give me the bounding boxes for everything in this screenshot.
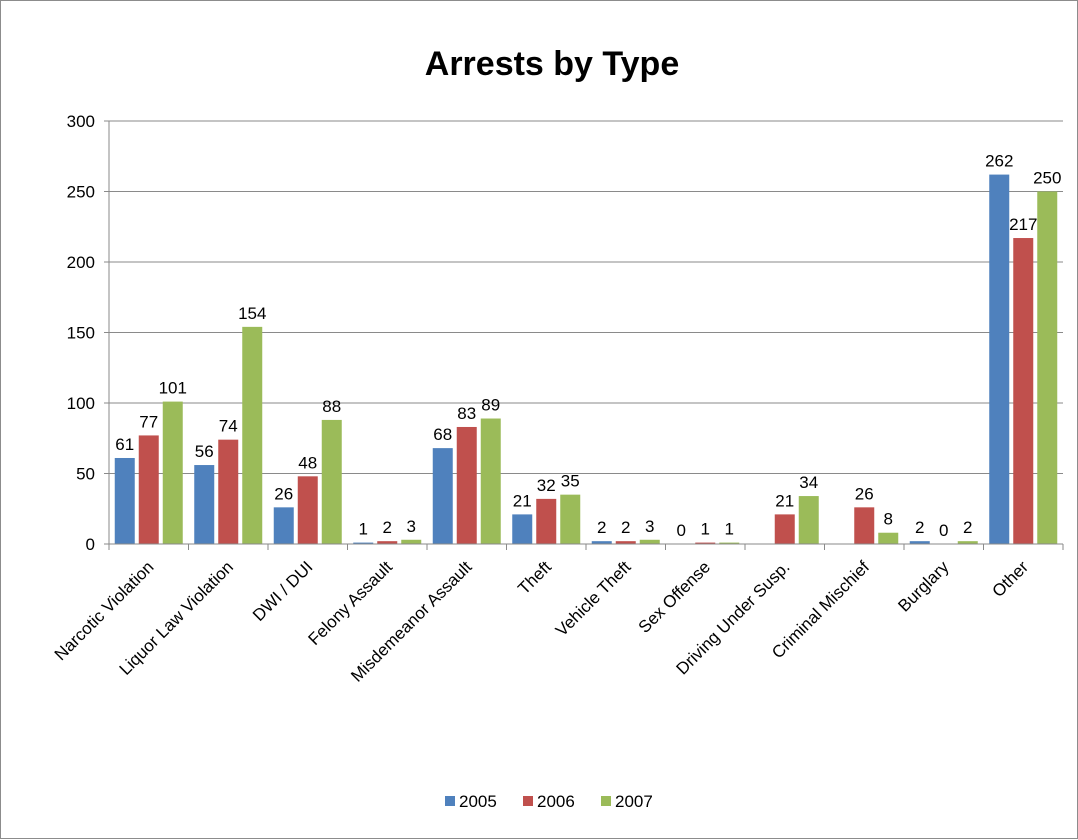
data-label: 0 [677, 521, 686, 540]
data-label: 154 [238, 304, 266, 323]
data-label: 2 [915, 518, 924, 537]
bar-2006 [377, 541, 398, 544]
data-label: 262 [985, 152, 1013, 171]
bar-2006 [1013, 238, 1034, 544]
bar-2005 [989, 174, 1010, 544]
x-tick-label: Burglary [894, 557, 953, 616]
y-tick-label: 200 [67, 253, 95, 272]
bar-2006 [536, 498, 557, 544]
data-label: 21 [513, 491, 532, 510]
x-tick-label: Theft [514, 557, 555, 598]
data-label: 8 [884, 510, 893, 529]
bar-2007 [957, 541, 978, 544]
data-label: 83 [457, 404, 476, 423]
bar-2007 [321, 419, 342, 544]
y-tick-label: 150 [67, 324, 95, 343]
bar-2006 [297, 476, 318, 544]
data-label: 56 [195, 442, 214, 461]
data-label: 21 [775, 491, 794, 510]
chart-title: Arrests by Type [425, 45, 679, 83]
bar-2005 [432, 448, 453, 544]
bar-2007 [560, 494, 581, 544]
data-label: 250 [1033, 169, 1061, 188]
legend: 2005 2006 2007 [445, 792, 653, 811]
bar-2006 [218, 439, 239, 544]
bar-2005 [194, 465, 215, 544]
bar-2006 [456, 426, 477, 544]
data-label: 2 [383, 518, 392, 537]
data-label: 35 [561, 472, 580, 491]
legend-swatch-2005 [445, 796, 455, 806]
bar-2005 [512, 514, 533, 544]
bar-2006 [138, 435, 159, 544]
bars [114, 174, 1058, 544]
data-label: 101 [159, 379, 187, 398]
bar-2005 [114, 457, 135, 544]
legend-swatch-2006 [523, 796, 533, 806]
bar-2006 [774, 514, 795, 544]
legend-label: 2005 [459, 792, 497, 811]
legend-label: 2007 [615, 792, 653, 811]
legend-label: 2006 [537, 792, 575, 811]
data-label: 48 [298, 453, 317, 472]
data-label: 3 [407, 517, 416, 536]
data-label: 88 [322, 397, 341, 416]
x-tick-label: Other [989, 557, 1033, 601]
gridlines [109, 120, 1063, 545]
data-label: 217 [1009, 215, 1037, 234]
bar-2007 [878, 532, 899, 544]
x-tick-label: Felony Assault [304, 557, 396, 649]
data-label: 2 [963, 518, 972, 537]
data-label: 2 [597, 518, 606, 537]
bar-2007 [242, 326, 263, 544]
bar-2005 [909, 541, 930, 544]
legend-swatch-2007 [601, 796, 611, 806]
data-label: 2 [621, 518, 630, 537]
data-label: 0 [939, 521, 948, 540]
bar-2007 [480, 418, 501, 544]
y-tick-label: 50 [76, 465, 95, 484]
data-label: 26 [274, 484, 293, 503]
y-tick-label: 300 [67, 112, 95, 131]
bar-2007 [639, 539, 660, 544]
x-tick-label: DWI / DUI [249, 557, 317, 625]
bar-2007 [1037, 191, 1058, 544]
bar-2007 [719, 542, 740, 544]
x-tick-label: Sex Offense [635, 557, 714, 636]
bar-2007 [401, 539, 422, 544]
data-label: 26 [855, 484, 874, 503]
bar-2006 [854, 507, 875, 544]
bar-2005 [353, 542, 374, 544]
bar-2006 [695, 542, 716, 544]
x-tick-label: Vehicle Theft [552, 557, 635, 640]
bar-2007 [162, 401, 183, 544]
data-label: 74 [219, 417, 238, 436]
bar-2005 [591, 541, 612, 544]
data-label: 1 [359, 520, 368, 539]
data-label: 3 [645, 517, 654, 536]
data-label: 68 [433, 425, 452, 444]
bar-2005 [273, 507, 294, 544]
data-label: 77 [139, 412, 158, 431]
data-label: 1 [701, 520, 710, 539]
y-tick-label: 100 [67, 394, 95, 413]
bar-2007 [798, 496, 819, 544]
y-tick-label: 250 [67, 183, 95, 202]
bar-2006 [615, 541, 636, 544]
data-label: 1 [725, 520, 734, 539]
data-label: 89 [481, 396, 500, 415]
data-label: 32 [537, 476, 556, 495]
data-label: 61 [115, 435, 134, 454]
y-tick-label: 0 [86, 535, 95, 554]
data-label: 34 [799, 473, 818, 492]
